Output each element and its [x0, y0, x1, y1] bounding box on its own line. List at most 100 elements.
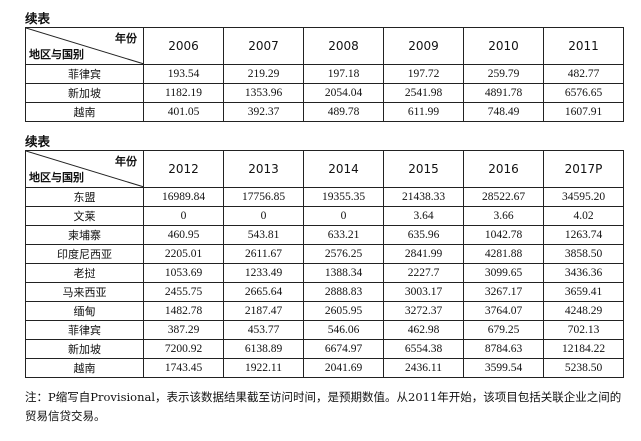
table-cell: 2455.75 — [143, 282, 224, 302]
table-cell: 679.25 — [463, 320, 544, 340]
row-label: 越南 — [25, 358, 144, 378]
table-cell: 3272.37 — [383, 301, 464, 321]
table-cell: 4281.88 — [463, 244, 544, 264]
table-cell: 1182.19 — [143, 83, 224, 103]
table-cell: 219.29 — [223, 64, 304, 84]
table-cell: 2576.25 — [303, 244, 384, 264]
table-cell: 3858.50 — [543, 244, 624, 264]
table-cell: 482.77 — [543, 64, 624, 84]
table-cell: 462.98 — [383, 320, 464, 340]
header-row: 年份 地区与国别 2012 2013 2014 2015 2016 2017P — [25, 150, 624, 188]
table-cell: 6138.89 — [223, 339, 304, 359]
table-cell: 635.96 — [383, 225, 464, 245]
year-header: 2010 — [463, 27, 544, 65]
row-label: 缅甸 — [25, 301, 144, 321]
table-cell: 0 — [303, 206, 384, 226]
table-cell: 0 — [143, 206, 224, 226]
year-header: 2014 — [303, 150, 384, 188]
table-cell: 21438.33 — [383, 187, 464, 207]
table-cell: 0 — [223, 206, 304, 226]
table-cell: 34595.20 — [543, 187, 624, 207]
table-cell: 2436.11 — [383, 358, 464, 378]
year-header: 2016 — [463, 150, 544, 188]
table-row: 东盟 16989.84 17756.85 19355.35 21438.33 28522.… — [25, 187, 624, 207]
corner-label-region: 地区与国别 — [29, 48, 84, 61]
table-cell: 453.77 — [223, 320, 304, 340]
year-header: 2012 — [143, 150, 224, 188]
table2-caption: 续表 — [25, 134, 51, 149]
table-cell: 8784.63 — [463, 339, 544, 359]
corner-diagonal-line — [26, 151, 143, 187]
table-cell: 401.05 — [143, 102, 224, 122]
table-cell: 3599.54 — [463, 358, 544, 378]
table-cell: 1607.91 — [543, 102, 624, 122]
table-cell: 4248.29 — [543, 301, 624, 321]
table-cell: 4.02 — [543, 206, 624, 226]
table-cell: 2841.99 — [383, 244, 464, 264]
table-row: 新加坡 1182.19 1353.96 2054.04 2541.98 4891.78 65… — [25, 83, 624, 103]
table-cell: 7200.92 — [143, 339, 224, 359]
table-cell: 489.78 — [303, 102, 384, 122]
table-cell: 546.06 — [303, 320, 384, 340]
table-row: 马来西亚 2455.75 2665.64 2888.83 3003.17 3267.17 3… — [25, 282, 624, 302]
table-cell: 1922.11 — [223, 358, 304, 378]
year-header: 2011 — [543, 27, 624, 65]
table-cell: 193.54 — [143, 64, 224, 84]
table-cell: 2205.01 — [143, 244, 224, 264]
table-row: 印度尼西亚 2205.01 2611.67 2576.25 2841.99 4281.88… — [25, 244, 624, 264]
table-cell: 1053.69 — [143, 263, 224, 283]
table-row: 菲律宾 193.54 219.29 197.18 197.72 259.79 482.77 — [25, 64, 624, 84]
table-cell: 2605.95 — [303, 301, 384, 321]
table-cell: 2665.64 — [223, 282, 304, 302]
year-header: 2008 — [303, 27, 384, 65]
table-cell: 633.21 — [303, 225, 384, 245]
table-cell: 1263.74 — [543, 225, 624, 245]
table-cell: 1743.45 — [143, 358, 224, 378]
footnote: 注：P缩写自Provisional，表示该数据结果截至访问时间，是预期数值。从2… — [25, 390, 622, 423]
table-cell: 2611.67 — [223, 244, 304, 264]
row-label: 菲律宾 — [25, 320, 144, 340]
table-cell: 387.29 — [143, 320, 224, 340]
table-row: 菲律宾 387.29 453.77 546.06 462.98 679.25 702.13 — [25, 320, 624, 340]
row-label: 文莱 — [25, 206, 144, 226]
row-label: 印度尼西亚 — [25, 244, 144, 264]
table-cell: 6674.97 — [303, 339, 384, 359]
table-cell: 702.13 — [543, 320, 624, 340]
corner-label-year: 年份 — [115, 155, 137, 168]
table-cell: 460.95 — [143, 225, 224, 245]
table-cell: 3.64 — [383, 206, 464, 226]
table-cell: 392.37 — [223, 102, 304, 122]
table-row: 越南 401.05 392.37 489.78 611.99 748.49 1607.91 — [25, 102, 624, 122]
table-cell: 3764.07 — [463, 301, 544, 321]
table-cell: 259.79 — [463, 64, 544, 84]
table1-caption: 续表 — [25, 11, 51, 26]
table-cell: 2541.98 — [383, 83, 464, 103]
table-cell: 28522.67 — [463, 187, 544, 207]
year-header: 2006 — [143, 27, 224, 65]
table-cell: 3659.41 — [543, 282, 624, 302]
table-cell: 19355.35 — [303, 187, 384, 207]
table-cell: 748.49 — [463, 102, 544, 122]
table-cell: 197.18 — [303, 64, 384, 84]
table-cell: 2888.83 — [303, 282, 384, 302]
row-label: 新加坡 — [25, 83, 144, 103]
year-header: 2013 — [223, 150, 304, 188]
table-row: 新加坡 7200.92 6138.89 6674.97 6554.38 8784.63 12… — [25, 339, 624, 359]
row-label: 柬埔寨 — [25, 225, 144, 245]
row-label: 菲律宾 — [25, 64, 144, 84]
table-cell: 17756.85 — [223, 187, 304, 207]
row-label: 马来西亚 — [25, 282, 144, 302]
table-cell: 2054.04 — [303, 83, 384, 103]
table-cell: 4891.78 — [463, 83, 544, 103]
table-cell: 197.72 — [383, 64, 464, 84]
table-cell: 611.99 — [383, 102, 464, 122]
table-row: 缅甸 1482.78 2187.47 2605.95 3272.37 3764.07 424… — [25, 301, 624, 321]
table-cell: 3436.36 — [543, 263, 624, 283]
table-2006-2011: 年份 地区与国别 2006 2007 2008 2009 2010 2011 菲律宾 193.54… — [25, 27, 624, 122]
header-row: 年份 地区与国别 2006 2007 2008 2009 2010 2011 — [25, 27, 624, 65]
corner-label-region: 地区与国别 — [29, 171, 84, 184]
table-cell: 16989.84 — [143, 187, 224, 207]
table-row: 文莱 0 0 0 3.64 3.66 4.02 — [25, 206, 624, 226]
year-header: 2015 — [383, 150, 464, 188]
corner-header: 年份 地区与国别 — [25, 27, 144, 65]
